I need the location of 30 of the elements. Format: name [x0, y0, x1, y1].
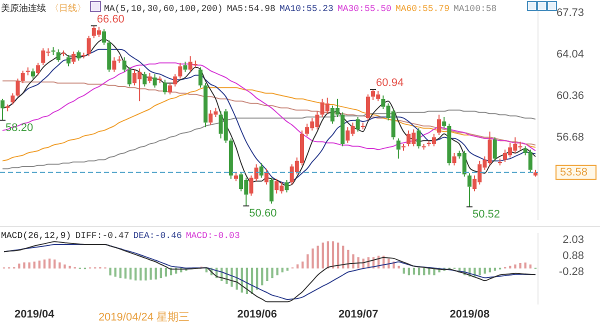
x-tick-label: 2019/07 [338, 308, 378, 321]
series-label: DEA:-0.46 [133, 231, 182, 241]
text: MA100:58 [453, 4, 497, 14]
annotation: 50.52 [472, 208, 500, 220]
chart-subtitle: 〈日线〉 [50, 4, 86, 14]
annotation: 50.60 [249, 207, 277, 220]
chart-title: 美原油连续 [1, 4, 46, 14]
chart-title: MACD(26,12,9) [1, 231, 72, 241]
ref-line-label: 53.58 [560, 166, 588, 178]
y-tick-label: -0.28 [558, 266, 584, 278]
annotation: 58.20 [6, 122, 34, 134]
y-tick-label: 56.68 [556, 131, 584, 144]
y-tick-label: 64.04 [556, 48, 584, 61]
text: MA5:54.98 [226, 4, 276, 14]
text: MA10:55.23 [279, 4, 334, 14]
x-tick-label: 2019/04 [14, 308, 56, 321]
y-tick-label: 2.03 [562, 234, 584, 246]
text: MA30:55.50 [337, 4, 392, 14]
text: MA60:55.79 [395, 4, 450, 14]
annotation: 66.60 [96, 13, 124, 26]
text: 2019/04/24 星期三 [98, 312, 190, 323]
y-tick-label: 60.36 [556, 90, 584, 102]
series-label: DIFF:-0.47 [75, 231, 130, 241]
annotation: 60.94 [376, 77, 404, 89]
x-tick-label: 2019/06 [237, 308, 277, 321]
x-tick-label: 2019/08 [450, 308, 490, 321]
legend-title: MA(5,10,30,60,100,200) [104, 4, 223, 14]
text: MACD:-0.03 [186, 231, 240, 241]
y-tick-label: 67.73 [556, 7, 584, 20]
y-tick-label: 0.88 [562, 250, 584, 262]
